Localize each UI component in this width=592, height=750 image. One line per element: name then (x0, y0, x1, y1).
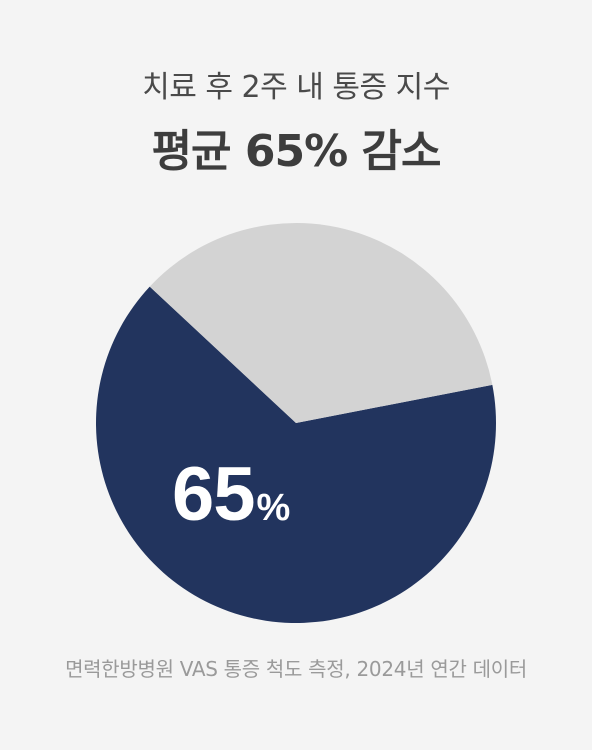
chart-title: 평균 65% 감소 (151, 126, 442, 177)
pie-center-unit: % (256, 487, 291, 529)
pie-slice-2 (149, 222, 493, 423)
pie-slice-1 (96, 286, 497, 623)
pie-slices (96, 222, 497, 623)
chart-footnote: 면력한방병원 VAS 통증 척도 측정, 2024년 연간 데이터 (65, 657, 527, 681)
pie-center-label: 65 % (172, 455, 290, 535)
pie-center-value: 65 (172, 452, 256, 537)
chart-subtitle: 치료 후 2주 내 통증 지수 (142, 70, 450, 105)
